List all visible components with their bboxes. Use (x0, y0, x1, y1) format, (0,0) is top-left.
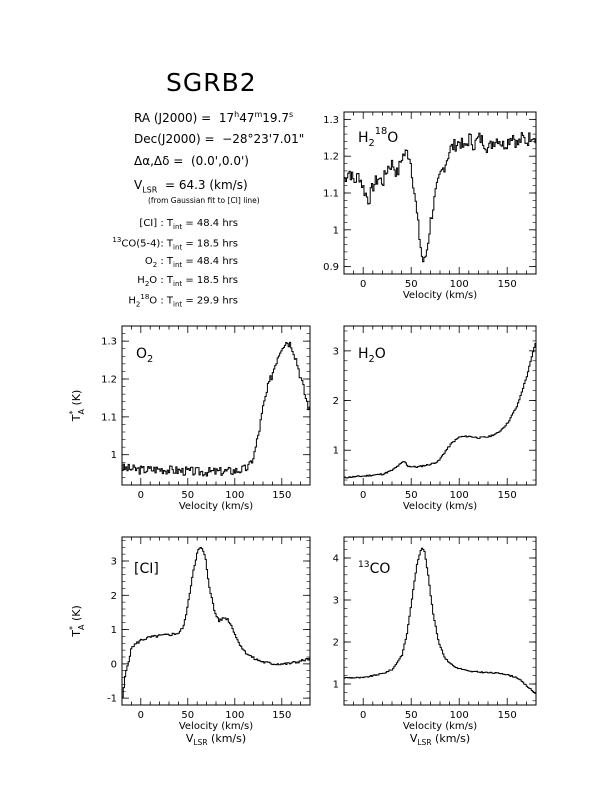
panel-ci: 0 50 100 150 -1 0 1 2 3 Velocity (km/s)VLSR (km/s… (68, 536, 311, 747)
obs-h2o-tint: 18.5 hrs (196, 275, 238, 286)
x-tick-label: 100 (225, 490, 244, 501)
y-tick-label: 1.2 (101, 375, 117, 386)
x-tick-label: 50 (405, 710, 418, 721)
y-axis-label: T*A (K) (68, 390, 86, 423)
y-tick-label: 2 (111, 591, 117, 602)
y-tick-label: 4 (333, 554, 339, 565)
y-tick-label: -1 (107, 694, 117, 705)
obs-h218o-tint: 29.9 hrs (196, 295, 238, 307)
panel-co13: 0 50 100 150 1 2 3 4 Velocity (km/s)VLSR (km/s) 1… (333, 536, 537, 747)
spectrum-line-ci (122, 547, 310, 698)
x-axis-label: Velocity (km/s) (403, 290, 477, 301)
obs-ci: [CI] : Tint = 48.4 hrs (139, 218, 238, 231)
x-axis-label: Velocity (km/s) (403, 721, 477, 732)
y-tick-label: 1.1 (101, 412, 117, 423)
ra-label: RA (J2000) = (134, 111, 212, 125)
y-tick-label: 1 (333, 446, 339, 457)
y-tick-label: 0.9 (323, 262, 339, 273)
vlsr-value: = 64.3 (km/s) (164, 178, 248, 192)
y-tick-label: 1 (333, 680, 339, 691)
x-tick-label: 0 (360, 710, 366, 721)
x-tick-label: 150 (498, 710, 517, 721)
x-axis-label: Velocity (km/s) (179, 721, 253, 732)
offset-value: (0.0',0.0') (191, 154, 249, 168)
spectrum-line-o2 (122, 341, 310, 477)
x-tick-label: 0 (360, 490, 366, 501)
obs-13co: 13CO(5-4): Tint = 18.5 hrs (112, 236, 238, 252)
panel-h218o: 0 50 100 150 0.9 1 1.1 1.2 1.3 Velocity (km/s) H21… (323, 111, 537, 301)
plot-frame (343, 111, 537, 275)
panel-label-ci: [CI] (134, 561, 159, 577)
y-tick-label: 1 (111, 450, 117, 461)
x-tick-label: 0 (360, 279, 366, 290)
x-tick-label: 100 (225, 710, 244, 721)
obs-h218o: H218O : Tint = 29.9 hrs (128, 293, 238, 309)
x-tick-label: 150 (498, 279, 517, 290)
obs-o2-tint: 48.4 hrs (196, 256, 238, 267)
offset-label: Δα,Δδ = (134, 154, 184, 168)
x-axis-label-vlsr: VLSR (km/s) (410, 732, 470, 747)
vlsr-line: VLSR = 64.3 (km/s) (134, 178, 248, 195)
panel-o2: 0 50 100 150 1 1.1 1.2 1.3 Velocity (km/s) T*A (K… (68, 325, 311, 512)
panel-label-h218o: H218O (358, 126, 398, 149)
y-tick-label: 1 (333, 225, 339, 236)
panel-label-h2o: H2O (358, 346, 386, 365)
plot-frame (343, 325, 537, 486)
ra-minutes: 47 (239, 111, 255, 125)
x-axis-label: Velocity (km/s) (403, 501, 477, 512)
dec-line: Dec(J2000) = −28°23'7.01" (134, 132, 304, 146)
obs-ci-tint: 48.4 hrs (196, 218, 238, 229)
x-tick-label: 50 (405, 279, 418, 290)
panel-h2o: 0 50 100 150 1 2 3 Velocity (km/s) H2O (333, 325, 537, 512)
y-tick-label: 1 (111, 625, 117, 636)
x-tick-label: 100 (450, 279, 469, 290)
vlsr-note: (from Gaussian fit to [CI] line) (148, 196, 260, 205)
obs-13co-tint: 18.5 hrs (196, 238, 238, 250)
offset-line: Δα,Δδ = (0.0',0.0') (134, 154, 249, 168)
x-tick-label: 150 (498, 490, 517, 501)
panel-label-co13: 13CO (358, 560, 390, 577)
panel-label-o2: O2 (136, 346, 153, 365)
dec-value: −28°23'7.01" (222, 132, 305, 146)
y-tick-label: 1.3 (101, 337, 117, 348)
x-tick-label: 100 (450, 490, 469, 501)
ra-seconds: 19.7 (262, 111, 289, 125)
spectrum-line-h218o (344, 132, 536, 263)
x-tick-label: 50 (181, 490, 194, 501)
x-tick-label: 0 (138, 710, 144, 721)
y-tick-label: 3 (333, 346, 339, 357)
ra-hours: 17 (218, 111, 235, 125)
x-tick-label: 150 (272, 490, 291, 501)
x-axis-label-vlsr: VLSR (km/s) (186, 732, 246, 747)
x-tick-label: 150 (272, 710, 291, 721)
spectrum-line-co13 (344, 547, 536, 695)
y-tick-label: 3 (333, 596, 339, 607)
y-tick-label: 0 (111, 659, 117, 670)
x-tick-label: 0 (138, 490, 144, 501)
obs-h2o: H2O : Tint = 18.5 hrs (137, 275, 238, 288)
y-tick-label: 1.1 (323, 189, 339, 200)
y-tick-label: 2 (333, 396, 339, 407)
x-tick-label: 50 (181, 710, 194, 721)
page-title: SGRB2 (166, 68, 257, 97)
x-tick-label: 100 (450, 710, 469, 721)
x-axis-label: Velocity (km/s) (179, 501, 253, 512)
y-tick-label: 1.2 (323, 152, 339, 163)
ra-line: RA (J2000) = 17h47m19.7s (134, 110, 294, 125)
y-tick-label: 2 (333, 638, 339, 649)
y-tick-label: 3 (111, 557, 117, 568)
y-tick-label: 1.3 (323, 115, 339, 126)
x-tick-label: 50 (405, 490, 418, 501)
obs-o2: O2 : Tint = 48.4 hrs (144, 256, 238, 269)
spectrum-line-h2o (344, 342, 536, 479)
y-axis-label: T*A (K) (68, 605, 86, 638)
dec-label: Dec(J2000) = (134, 132, 215, 146)
